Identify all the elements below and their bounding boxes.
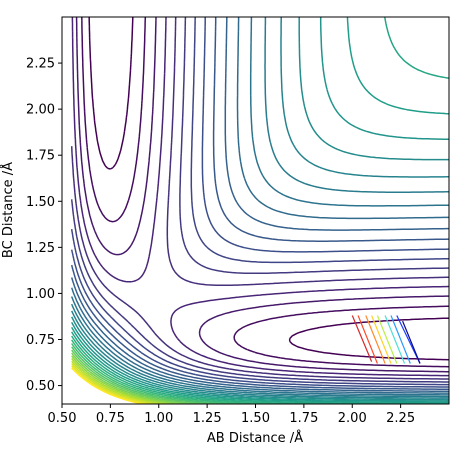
x-axis: 0.50 0.75 1.00 1.25 1.50 1.75 2.00 2.25: [48, 404, 415, 426]
contour-level-line: [71, 365, 152, 404]
trajectory-line: [371, 315, 392, 364]
trajectory-line: [376, 315, 398, 364]
contour-level-line: [70, 17, 449, 388]
y-axis-label: BC Distance /Å: [0, 162, 16, 258]
y-axis: 0.50 0.75 1.00 1.25 1.50 1.75 2.00 2.25: [26, 57, 62, 394]
trajectory-line: [384, 315, 406, 364]
contour-level-line: [70, 17, 449, 380]
contour-level-line: [71, 17, 449, 402]
contour-level-line: [70, 17, 449, 383]
contour-level-line: [71, 367, 146, 404]
trajectory-line: [351, 315, 373, 362]
contour-level-line: [71, 17, 449, 377]
contour-level-line: [81, 17, 449, 368]
y-tick-label: 1.00: [26, 287, 55, 302]
trajectory-line: [357, 315, 378, 364]
contour-level-line: [71, 362, 159, 404]
contour-level-line: [75, 17, 449, 373]
x-tick-label: 1.75: [289, 411, 318, 426]
contour-level-line: [88, 17, 449, 361]
y-tick-label: 1.25: [26, 241, 55, 256]
contour-level-line: [71, 339, 295, 404]
contour-level-line: [71, 335, 396, 404]
trajectory-line: [390, 315, 411, 364]
contour-level-line: [71, 358, 174, 404]
trajectory-line: [402, 320, 421, 364]
contour-level-line: [70, 17, 449, 398]
x-axis-label: AB Distance /Å: [207, 430, 303, 446]
x-tick-label: 1.25: [193, 411, 222, 426]
x-tick-label: 0.75: [96, 411, 125, 426]
contour-level-line: [70, 17, 449, 394]
x-tick-label: 1.00: [144, 411, 173, 426]
contour-level-line: [70, 17, 449, 390]
y-tick-label: 1.75: [26, 149, 55, 164]
y-tick-label: 2.00: [26, 103, 55, 118]
contour-layer: [70, 17, 449, 404]
contour-level-line: [71, 346, 229, 404]
trajectory-line: [365, 315, 386, 364]
contour-level-line: [71, 17, 449, 401]
y-tick-label: 2.25: [26, 57, 55, 72]
contour-level-line: [70, 17, 449, 386]
y-tick-label: 0.50: [26, 379, 55, 394]
contour-level-line: [71, 17, 449, 404]
contour-level-line: [71, 349, 211, 404]
contour-level-line: [70, 17, 449, 393]
y-tick-label: 0.75: [26, 333, 55, 348]
contour-level-line: [71, 17, 449, 399]
contour-level-line: [71, 352, 196, 404]
x-tick-label: 0.50: [48, 411, 77, 426]
x-tick-label: 1.50: [241, 411, 270, 426]
y-tick-label: 1.50: [26, 195, 55, 210]
contour-level-line: [71, 343, 254, 404]
x-tick-label: 2.25: [386, 411, 415, 426]
contour-level-line: [71, 360, 166, 404]
x-tick-label: 2.00: [338, 411, 367, 426]
contour-level-line: [70, 17, 449, 396]
trajectory-layer: [351, 315, 421, 364]
